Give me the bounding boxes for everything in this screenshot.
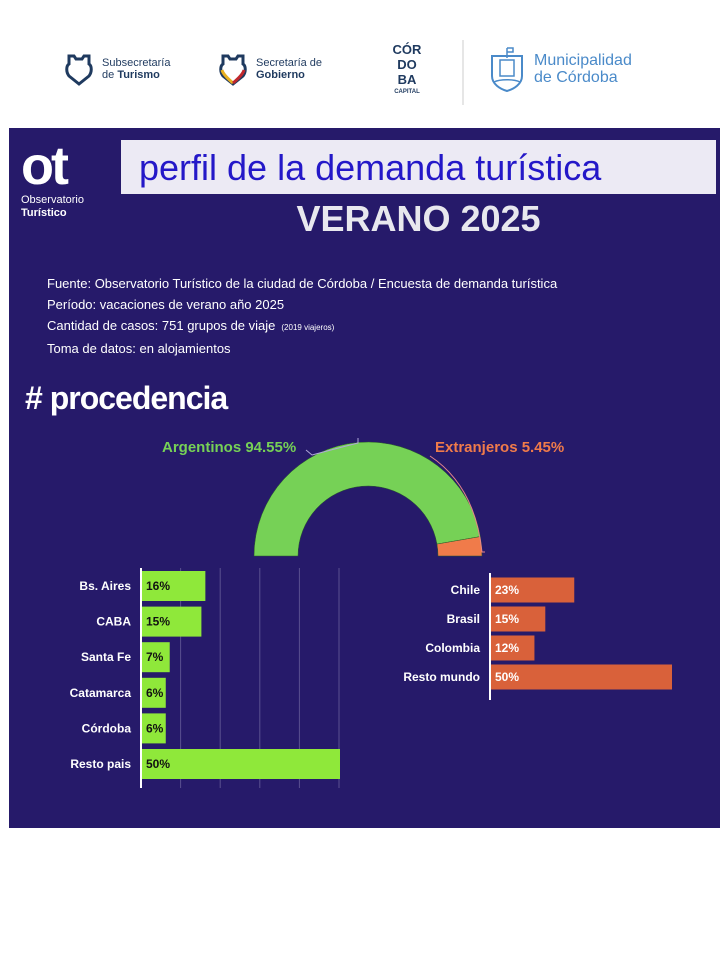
page-subtitle: VERANO 2025 [296, 198, 541, 239]
data-label: 50% [146, 757, 170, 771]
data-label: 6% [146, 721, 164, 735]
category-label: Colombia [425, 641, 480, 655]
logo-secretaria-gobierno: Secretaría de Gobierno [218, 52, 322, 86]
shield-icon [219, 54, 247, 86]
bar [142, 571, 206, 601]
category-label: Resto pais [70, 757, 131, 771]
bar [142, 677, 166, 708]
data-label: 12% [495, 641, 519, 655]
divider [462, 40, 464, 105]
category-label: Resto mundo [403, 670, 480, 684]
pie-leader-line [429, 455, 485, 553]
data-label: 7% [146, 650, 164, 664]
data-label: 16% [146, 579, 170, 593]
bar [491, 635, 535, 661]
pie-slice [253, 441, 481, 557]
city-shield-icon [491, 47, 523, 92]
info-casos: Cantidad de casos: 751 grupos de viaje (2… [47, 318, 335, 333]
pie-label: Extranjeros 5.45% [435, 439, 564, 456]
survey-info: Fuente: Observatorio Turístico de la ciu… [47, 273, 557, 359]
logo-subsecretaria-turismo: Subsecretaría de Turismo [64, 52, 170, 86]
bar [142, 642, 170, 673]
observatorio-logo: ot Observatorio Turístico [21, 136, 84, 219]
logo-municipalidad: Municipalidad de Córdoba [488, 46, 632, 92]
info-toma: Toma de datos: en alojamientos [47, 341, 231, 356]
data-label: 23% [495, 583, 519, 597]
data-label: 15% [495, 612, 519, 626]
info-fuente: Fuente: Observatorio Turístico de la ciu… [47, 276, 558, 291]
logo-cordoba-capital: CÓR DO BA CAPITAL [392, 42, 422, 95]
section-heading: # procedencia [25, 380, 228, 416]
bar [491, 664, 672, 690]
pie-label: Argentinos 94.55% [162, 439, 296, 456]
category-label: CABA [96, 615, 131, 629]
logo-bar: Subsecretaría de Turismo Secretaría de Gob… [0, 40, 720, 110]
category-label: Córdoba [82, 721, 132, 735]
data-label: 50% [495, 670, 519, 684]
bar [491, 606, 546, 632]
bar [142, 606, 202, 637]
category-label: Chile [451, 583, 481, 597]
shield-icon [65, 54, 93, 86]
data-label: 6% [146, 686, 164, 700]
pie-leader-line [305, 438, 359, 456]
category-label: Santa Fe [81, 650, 131, 664]
bar [491, 577, 575, 603]
bar [142, 749, 340, 779]
bar [142, 713, 166, 744]
category-label: Brasil [447, 612, 480, 626]
category-label: Catamarca [70, 686, 132, 700]
page-title: perfil de la demanda turística [121, 140, 716, 194]
category-label: Bs. Aires [79, 579, 131, 593]
data-label: 15% [146, 615, 170, 629]
info-periodo: Período: vacaciones de verano año 2025 [47, 297, 285, 312]
